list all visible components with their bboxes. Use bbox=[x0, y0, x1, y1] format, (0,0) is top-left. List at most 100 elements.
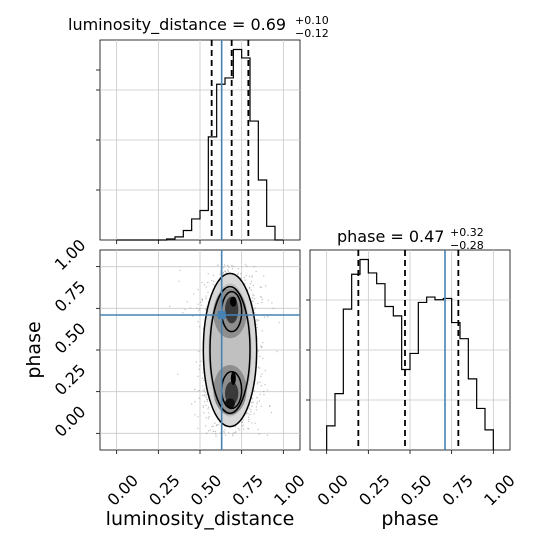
truth-marker bbox=[217, 311, 226, 319]
scatter-point bbox=[264, 369, 267, 372]
scatter-point bbox=[186, 301, 188, 303]
scatter-point bbox=[216, 424, 218, 426]
scatter-point bbox=[256, 396, 258, 399]
scatter-point bbox=[247, 427, 249, 430]
scatter-point bbox=[234, 426, 237, 428]
scatter-point bbox=[195, 361, 198, 363]
scatter-point bbox=[223, 266, 225, 269]
scatter-point bbox=[240, 273, 242, 275]
scatter-point bbox=[251, 300, 253, 302]
scatter-point bbox=[257, 302, 259, 305]
scatter-point bbox=[199, 308, 201, 310]
scatter-point bbox=[259, 286, 261, 288]
scatter-point bbox=[261, 301, 263, 304]
scatter-point bbox=[256, 383, 259, 385]
scatter-point bbox=[266, 389, 269, 391]
scatter-point bbox=[236, 273, 239, 276]
scatter-point bbox=[226, 264, 229, 267]
scatter-point bbox=[203, 401, 206, 403]
scatter-point bbox=[201, 298, 203, 301]
scatter-point bbox=[270, 411, 273, 414]
scatter-point bbox=[257, 366, 260, 368]
scatter-point bbox=[257, 350, 260, 352]
scatter-point bbox=[261, 373, 263, 375]
scatter-point bbox=[197, 321, 199, 323]
scatter-point bbox=[260, 405, 262, 407]
scatter-point bbox=[242, 428, 245, 430]
scatter-point bbox=[251, 397, 254, 400]
scatter-point bbox=[227, 432, 230, 434]
scatter-point bbox=[197, 288, 199, 291]
scatter-point bbox=[206, 400, 209, 402]
scatter-point bbox=[248, 428, 250, 430]
xtick-label-ld-0: 0.00 bbox=[103, 471, 142, 510]
title-phase-upper: +0.32 bbox=[450, 226, 484, 239]
scatter-point bbox=[248, 286, 251, 289]
xtick-label-ld-1: 0.25 bbox=[145, 471, 184, 510]
scatter-point bbox=[260, 286, 262, 289]
scatter-point bbox=[244, 279, 246, 281]
scatter-point bbox=[205, 286, 207, 288]
scatter-point bbox=[227, 266, 230, 268]
ytick-label-phase-4: 1.00 bbox=[51, 235, 90, 274]
scatter-point bbox=[201, 304, 203, 307]
scatter-point bbox=[247, 412, 249, 415]
scatter-point bbox=[269, 405, 271, 407]
scatter-point bbox=[203, 412, 205, 414]
scatter-point bbox=[206, 432, 208, 434]
scatter-point bbox=[205, 404, 207, 406]
scatter-point bbox=[251, 275, 253, 277]
scatter-point bbox=[242, 419, 244, 421]
scatter-point bbox=[222, 271, 224, 274]
scatter-point bbox=[202, 371, 204, 374]
panel-2d-content bbox=[100, 250, 300, 450]
scatter-point bbox=[248, 418, 250, 421]
scatter-point bbox=[214, 430, 217, 433]
scatter-point bbox=[259, 393, 261, 396]
scatter-point bbox=[198, 326, 201, 328]
xtick-label-phase-3: 0.75 bbox=[438, 471, 477, 510]
panel-luminosity-distance-hist bbox=[96, 39, 301, 244]
scatter-point bbox=[201, 298, 203, 300]
scatter-point bbox=[202, 389, 204, 391]
scatter-point bbox=[256, 320, 258, 322]
scatter-point bbox=[209, 429, 211, 431]
scatter-point bbox=[250, 289, 252, 291]
hist-phase-step bbox=[326, 258, 494, 450]
scatter-point bbox=[272, 307, 274, 310]
scatter-point bbox=[237, 267, 240, 270]
scatter-point bbox=[205, 396, 208, 399]
scatter-point bbox=[258, 319, 260, 321]
scatter-point bbox=[178, 280, 180, 282]
xtick-label-ld-3: 0.75 bbox=[228, 471, 267, 510]
scatter-point bbox=[194, 414, 196, 416]
scatter-point bbox=[251, 297, 254, 299]
scatter-point bbox=[231, 264, 233, 267]
scatter-point bbox=[248, 407, 251, 409]
scatter-point bbox=[245, 265, 248, 267]
scatter-point bbox=[263, 275, 265, 277]
scatter-point bbox=[193, 388, 196, 391]
scatter-point bbox=[207, 291, 209, 294]
scatter-point bbox=[262, 341, 264, 344]
scatter-point bbox=[255, 323, 258, 326]
scatter-point bbox=[257, 381, 259, 383]
scatter-point bbox=[207, 417, 210, 420]
scatter-point bbox=[198, 389, 200, 392]
xtick-label-phase-4: 1.00 bbox=[480, 471, 519, 510]
scatter-point bbox=[231, 432, 234, 435]
contour-outer bbox=[202, 272, 258, 428]
scatter-point bbox=[207, 273, 209, 275]
scatter-point bbox=[256, 401, 259, 403]
scatter-point bbox=[205, 308, 207, 310]
title-luminosity-distance-upper: +0.10 bbox=[295, 14, 329, 27]
scatter-point bbox=[255, 406, 258, 408]
scatter-point bbox=[197, 416, 199, 418]
scatter-point bbox=[250, 408, 252, 411]
scatter-point bbox=[179, 269, 181, 272]
scatter-point bbox=[215, 425, 218, 427]
scatter-point bbox=[214, 433, 217, 435]
scatter-point bbox=[249, 413, 251, 416]
scatter-point bbox=[241, 425, 243, 427]
scatter-point bbox=[201, 377, 204, 380]
